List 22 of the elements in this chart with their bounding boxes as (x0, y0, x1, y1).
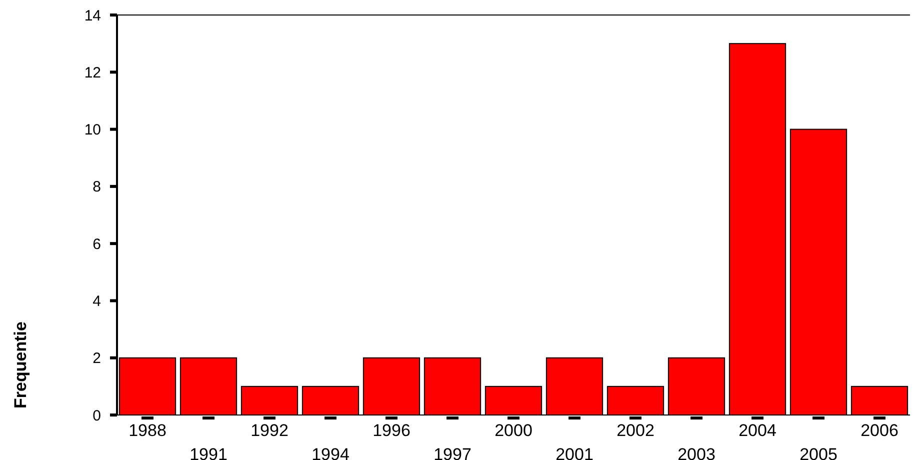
x-tick-label: 1994 (312, 445, 350, 460)
y-tick-label: 2 (92, 350, 101, 368)
y-tick-label: 4 (92, 292, 101, 310)
y-tick-label: 14 (84, 7, 101, 24)
x-tick-label: 2003 (678, 445, 716, 460)
y-tick-label: 12 (84, 64, 101, 82)
x-tick-label: 1988 (128, 421, 166, 440)
x-tick-label: 2004 (738, 421, 776, 440)
x-tick-label: 2002 (616, 421, 654, 440)
y-axis-title: Frequentie (11, 322, 30, 408)
y-tick-label: 8 (92, 178, 101, 196)
x-tick-label: 2006 (860, 421, 898, 440)
y-tick-label: 0 (92, 407, 101, 424)
x-tick-label: 2000 (494, 421, 532, 440)
x-tick-label: 2005 (800, 445, 838, 460)
x-tick-label: 1992 (250, 421, 288, 440)
x-tick-label: 1991 (190, 445, 228, 460)
x-tick-label: 1997 (434, 445, 472, 460)
x-tick-label: 1996 (372, 421, 410, 440)
y-tick-label: 10 (84, 122, 101, 139)
x-tick-label: 2001 (556, 445, 594, 460)
y-tick-label: 6 (92, 236, 101, 253)
